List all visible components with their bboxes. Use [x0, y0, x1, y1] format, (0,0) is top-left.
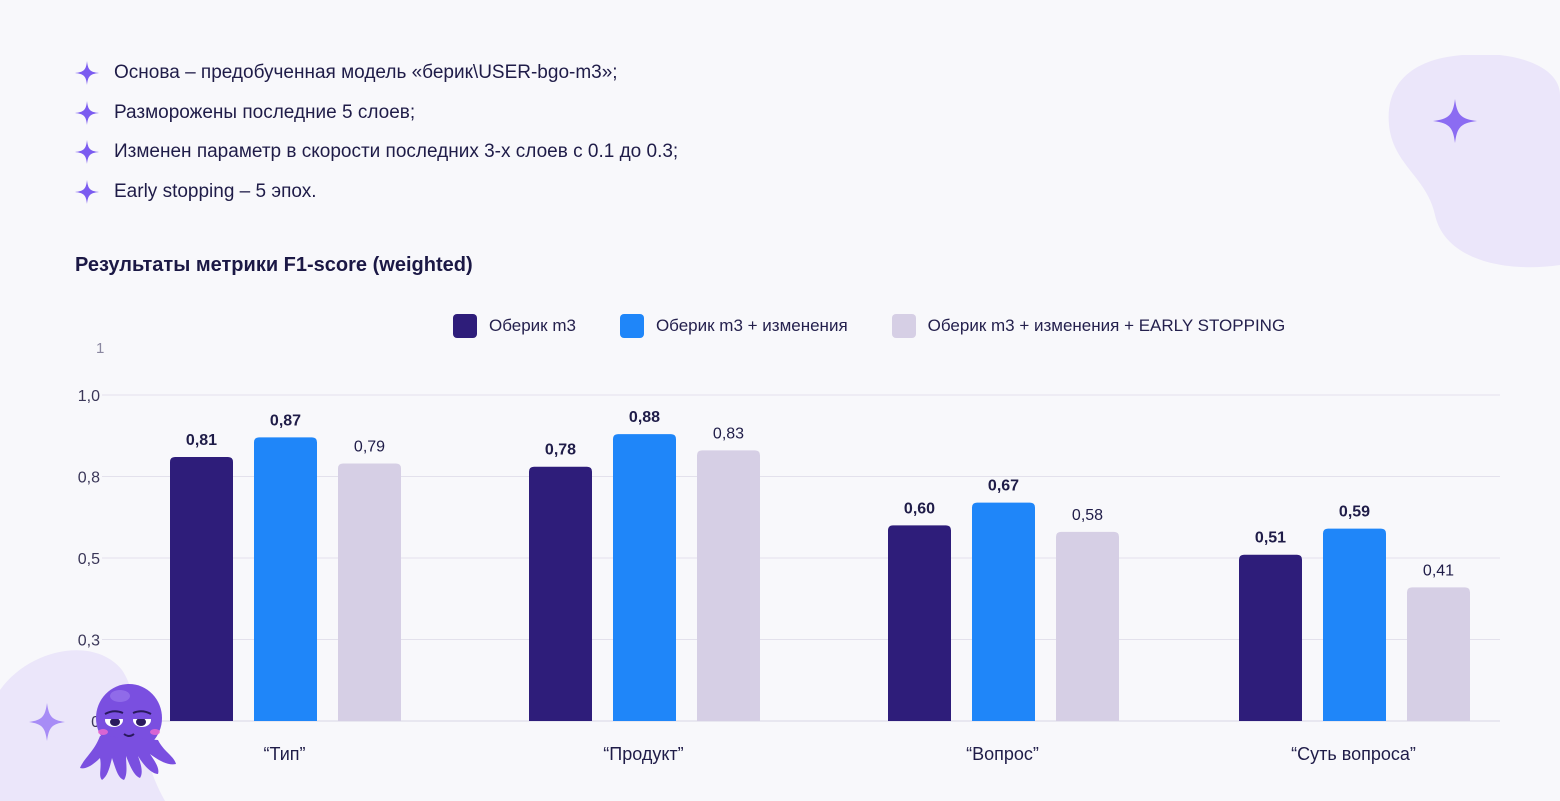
bar [613, 434, 676, 721]
legend-swatch [891, 314, 916, 338]
bullet-text: Разморожены последние 5 слоев; [114, 101, 416, 123]
bar [1407, 587, 1470, 721]
y-tick-label: 1,0 [78, 388, 100, 405]
bar [888, 525, 951, 721]
bar-value-label: 0,83 [713, 425, 744, 442]
bar-value-label: 0,87 [270, 412, 301, 429]
legend-swatch [619, 314, 644, 338]
bar [972, 502, 1035, 721]
chart-title: Результаты метрики F1-score (weighted) [75, 254, 473, 276]
bar [1239, 554, 1302, 721]
bar [697, 450, 760, 721]
decor-blob-top-right [1388, 55, 1560, 268]
y-tick-label: 0 [91, 714, 100, 731]
y-tick-label: 0,3 [78, 633, 100, 650]
bar-value-label: 0,41 [1423, 562, 1454, 579]
bullet-text: Изменен параметр в скорости последних 3-… [114, 141, 679, 163]
bullet-text: Early stopping – 5 эпох. [114, 180, 317, 202]
legend-swatch [453, 314, 477, 338]
bar [254, 437, 317, 721]
bullet-item: Изменен параметр в скорости последних 3-… [74, 132, 678, 172]
bar [338, 463, 401, 721]
bar-value-label: 0,59 [1339, 504, 1370, 521]
bar [170, 456, 233, 721]
bullet-text: Основа – предобученная модель «берик\USE… [114, 61, 618, 83]
bar-value-label: 0,78 [545, 442, 576, 459]
bar-value-label: 0,67 [988, 478, 1019, 495]
x-category-label: “Тип” [264, 744, 306, 764]
legend-label: Оберик m3 [489, 316, 576, 335]
sparkle-icon [29, 703, 65, 741]
sparkle-icon [75, 60, 99, 85]
legend-item: Оберик m3 + изменения + EARLY STOPPING [891, 314, 1286, 338]
chart-legend: Оберик m3 Оберик m3 + изменения Оберик m… [453, 314, 1329, 338]
y-tick-label: 0,8 [78, 470, 100, 487]
bullet-item: Основа – предобученная модель «берик\USE… [74, 53, 678, 93]
sparkle-icon [75, 100, 99, 125]
bar [1323, 528, 1386, 721]
bullet-list: Основа – предобученная модель «берик\USE… [74, 53, 678, 212]
x-category-label: “Продукт” [603, 744, 683, 764]
bar-value-label: 0,88 [629, 409, 660, 426]
octopus-mascot-icon [80, 684, 176, 780]
bullet-item: Early stopping – 5 эпох. [74, 172, 678, 212]
x-category-label: “Суть вопроса” [1291, 744, 1416, 764]
bar-value-label: 0,58 [1072, 507, 1103, 524]
legend-label: Оберик m3 + изменения + EARLY STOPPING [927, 316, 1286, 335]
legend-label: Оберик m3 + изменения [655, 316, 848, 335]
bar-value-label: 0,60 [904, 500, 935, 517]
bar [1056, 531, 1119, 721]
sparkle-icon [75, 140, 99, 165]
sparkle-icon [75, 179, 99, 204]
bullet-item: Разморожены последние 5 слоев; [74, 93, 678, 133]
legend-item: Оберик m3 + изменения [619, 314, 848, 338]
x-category-label: “Вопрос” [966, 744, 1039, 764]
bar-value-label: 0,79 [354, 438, 385, 455]
bar-value-label: 0,51 [1255, 530, 1286, 547]
sparkle-icon [1433, 99, 1477, 143]
y-axis-top-label: 1 [96, 340, 104, 357]
bar-value-label: 0,81 [186, 432, 217, 449]
legend-item: Оберик m3 [453, 314, 576, 338]
bar [529, 466, 592, 721]
y-tick-label: 0,5 [78, 551, 100, 568]
